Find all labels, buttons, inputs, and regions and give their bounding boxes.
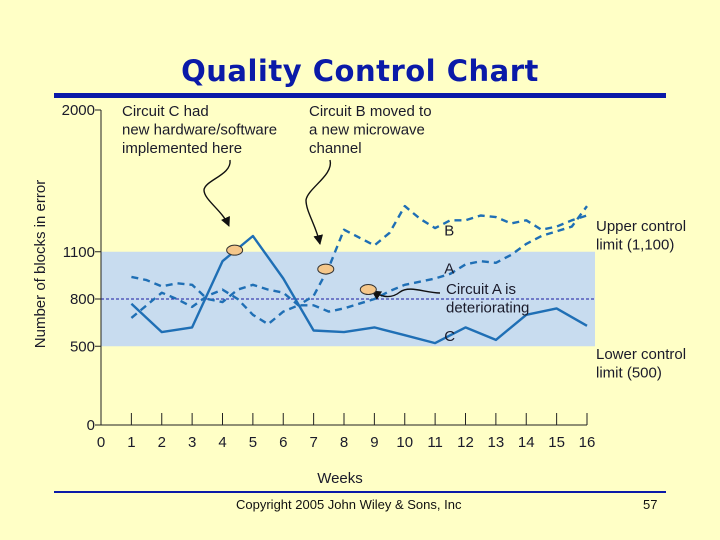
annotation-text: a new microwave [309,122,425,139]
series-label-a: A [444,261,454,278]
y-tick-label: 0 [87,417,95,434]
annotation-text: Circuit C had [122,103,209,120]
y-tick-label: 800 [70,291,95,308]
slide-title: Quality Control Chart [181,54,539,88]
y-tick-label: 500 [70,338,95,355]
x-tick-label: 13 [488,434,505,451]
annotation-text: new hardware/software [122,122,277,139]
series-line-c [130,234,588,345]
annotation-arrow-circuit-b [305,159,331,245]
annotation-text: Circuit A is [446,281,516,298]
x-tick-label: 8 [340,434,348,451]
x-tick-label: 7 [309,434,317,451]
x-tick-label: 14 [518,434,535,451]
annotation-text: channel [309,140,362,157]
upper-limit-label: Upper control [596,218,686,235]
copyright-text: Copyright 2005 John Wiley & Sons, Inc [236,497,462,512]
y-axis-label: Number of blocks in error [32,180,49,348]
x-tick-label: 0 [97,434,105,451]
lower-limit-label: Lower control [596,346,686,363]
x-tick-label: 4 [218,434,226,451]
series-line-a [130,205,588,326]
x-tick-label: 10 [396,434,413,451]
x-tick-label: 15 [548,434,565,451]
event-marker [359,284,377,296]
x-axis-label: Weeks [317,470,363,487]
annotation-arrow-circuit-c [203,159,231,227]
upper-limit-label: limit (1,100) [596,237,674,254]
event-marker [226,244,244,256]
y-tick-label: 1100 [63,244,95,261]
footer-divider [54,491,666,493]
x-tick-label: 6 [279,434,287,451]
annotation-arrow-circuit-a [371,288,441,300]
x-tick-label: 16 [579,434,596,451]
event-marker [317,263,335,275]
x-tick-label: 5 [249,434,257,451]
x-tick-label: 11 [427,434,443,451]
annotation-text: Circuit B moved to [309,103,432,120]
x-tick-label: 1 [127,434,135,451]
annotation-text: deteriorating [446,300,529,317]
x-tick-label: 3 [188,434,196,451]
y-tick-label: 2000 [62,102,95,119]
x-tick-label: 2 [158,434,166,451]
page-number: 57 [643,497,658,512]
annotation-text: implemented here [122,140,242,157]
lower-limit-label: limit (500) [596,365,662,382]
x-tick-label: 12 [457,434,474,451]
series-label-c: C [444,328,455,345]
series-line-b [131,204,588,307]
x-tick-label: 9 [370,434,378,451]
series-label-b: B [444,223,454,240]
title-divider [54,93,666,98]
